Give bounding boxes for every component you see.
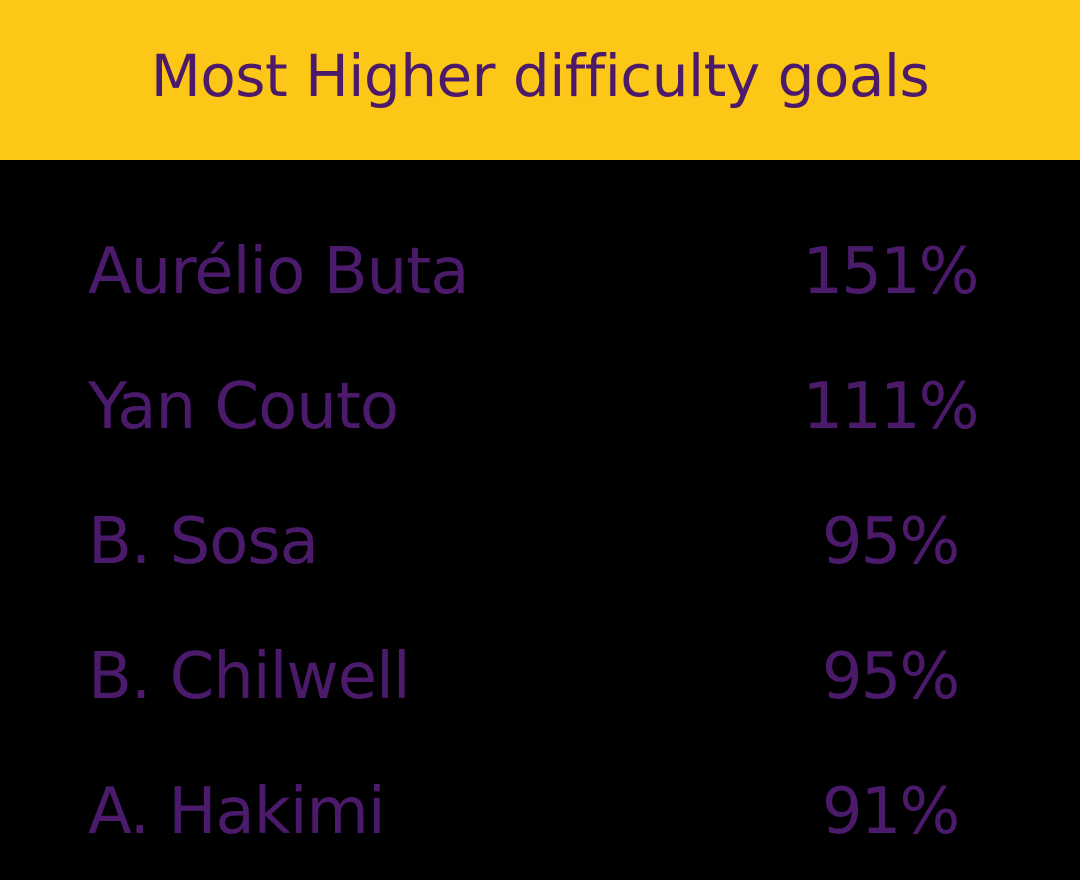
player-name: Yan Couto	[88, 370, 399, 444]
player-value: 95%	[821, 505, 960, 579]
player-name: Aurélio Buta	[88, 235, 469, 309]
player-name: B. Chilwell	[88, 640, 411, 714]
chart-title: Most Higher difficulty goals	[150, 42, 930, 110]
table-row: B. Sosa 95%	[0, 510, 1080, 610]
player-value: 95%	[821, 640, 960, 714]
player-value: 91%	[821, 775, 960, 849]
title-banner: Most Higher difficulty goals	[0, 0, 1080, 160]
player-name: B. Sosa	[88, 505, 319, 579]
player-value: 151%	[802, 235, 980, 309]
table-row: B. Chilwell 95%	[0, 645, 1080, 745]
player-value: 111%	[802, 370, 980, 444]
ranking-table: Aurélio Buta 151% Yan Couto 111% B. Sosa…	[0, 160, 1080, 864]
table-row: Yan Couto 111%	[0, 375, 1080, 475]
player-name: A. Hakimi	[88, 775, 386, 849]
table-row: A. Hakimi 91%	[0, 780, 1080, 880]
table-row: Aurélio Buta 151%	[0, 240, 1080, 340]
